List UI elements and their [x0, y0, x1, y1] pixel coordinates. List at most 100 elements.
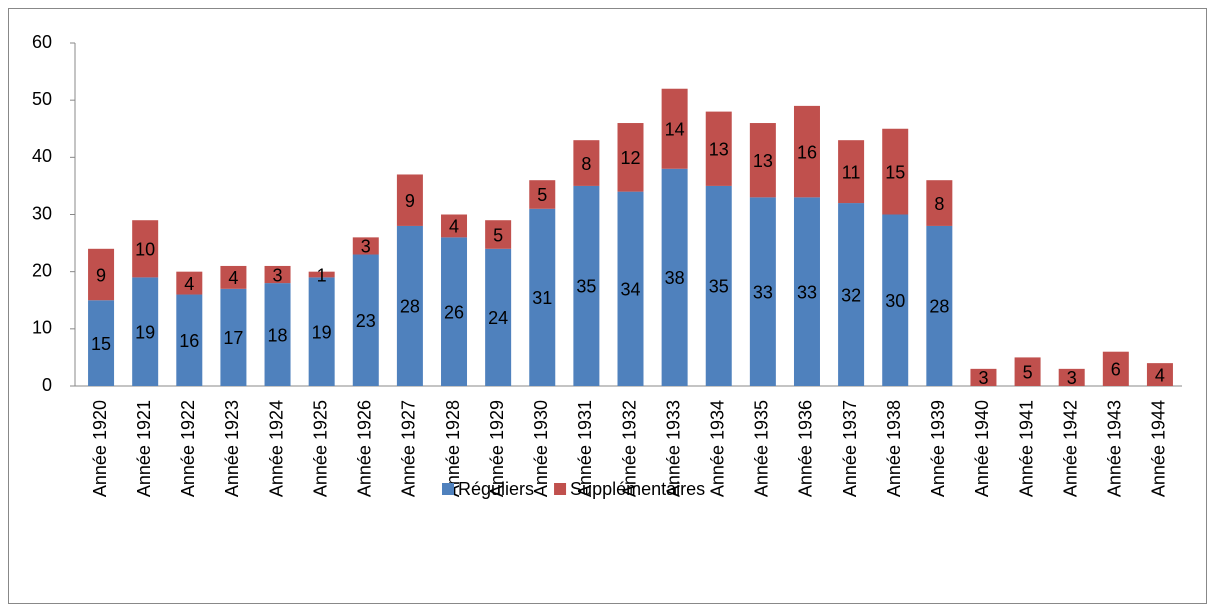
y-tick-label: 50: [32, 89, 52, 109]
data-label: 16: [179, 331, 199, 351]
x-tick-label: Année 1925: [310, 400, 330, 497]
data-label: 8: [934, 194, 944, 214]
bar-segment: [176, 271, 203, 295]
x-tick-label: Année 1930: [531, 400, 551, 497]
data-label: 19: [312, 322, 332, 342]
x-tick-label: Année 1944: [1149, 400, 1169, 497]
data-label: 35: [709, 277, 729, 297]
bar-segment: [882, 128, 909, 215]
bar-segment: [617, 191, 644, 386]
data-label: 8: [581, 154, 591, 174]
bar-segment: [485, 248, 512, 386]
bar-segment: [176, 294, 203, 386]
x-tick-label: Année 1941: [1016, 400, 1036, 497]
y-tick-label: 20: [32, 260, 52, 280]
data-label: 10: [135, 240, 155, 260]
data-label: 16: [797, 142, 817, 162]
bar-segment: [220, 265, 247, 289]
bar-segment: [838, 140, 865, 204]
x-tick-label: Année 1920: [90, 400, 110, 497]
bar-segment: [926, 180, 953, 226]
data-label: 33: [797, 282, 817, 302]
data-label: 6: [1111, 360, 1121, 380]
data-label: 15: [885, 162, 905, 182]
x-tick-label: Année 1935: [752, 400, 772, 497]
x-tick-label: Année 1929: [487, 400, 507, 497]
data-label: 28: [929, 297, 949, 317]
bar-segment: [308, 277, 335, 386]
data-label: 17: [223, 328, 243, 348]
y-tick-label: 30: [32, 203, 52, 223]
x-tick-label: Année 1922: [178, 400, 198, 497]
data-label: 28: [400, 297, 420, 317]
x-tick-label: Année 1921: [134, 400, 154, 497]
bar-segment: [1146, 363, 1173, 386]
x-tick-label: Année 1926: [355, 400, 375, 497]
x-tick-label: Année 1939: [928, 400, 948, 497]
data-label: 18: [268, 325, 288, 345]
bar-segment: [749, 123, 776, 198]
x-tick-label: Année 1936: [796, 400, 816, 497]
bar-segment: [882, 214, 909, 386]
bar-segment: [1058, 368, 1085, 386]
bar-segment: [1014, 357, 1041, 386]
data-label: 35: [576, 277, 596, 297]
bar-segment: [970, 368, 997, 386]
data-label: 13: [709, 140, 729, 160]
data-label: 5: [493, 225, 503, 245]
x-tick-label: Année 1938: [884, 400, 904, 497]
bar-segment: [926, 225, 953, 386]
bar-segment: [264, 265, 291, 284]
data-label: 15: [91, 334, 111, 354]
data-label: 30: [885, 291, 905, 311]
bar-segment: [705, 111, 732, 186]
chart-border: [8, 8, 1207, 604]
x-tick-label: Année 1933: [663, 400, 683, 497]
data-label: 34: [620, 280, 640, 300]
legend-label: Réguliers: [458, 479, 534, 499]
x-tick-label: Année 1923: [222, 400, 242, 497]
bar-segment: [88, 300, 115, 386]
bar-segment: [352, 254, 379, 386]
x-tick-label: Année 1927: [399, 400, 419, 497]
data-label: 5: [1023, 362, 1033, 382]
data-label: 9: [405, 191, 415, 211]
x-tick-label: Année 1932: [619, 400, 639, 497]
bar-segment: [352, 237, 379, 255]
bar-segment: [396, 225, 423, 386]
data-label: 19: [135, 322, 155, 342]
legend-swatch: [442, 483, 454, 495]
data-label: 5: [537, 185, 547, 205]
bar-segment: [441, 237, 468, 386]
legend-label: Supplémentaires: [570, 479, 705, 499]
x-tick-label: Année 1942: [1060, 400, 1080, 497]
bar-segment: [793, 105, 820, 198]
bar-segment: [573, 140, 600, 186]
x-tick-label: Année 1943: [1105, 400, 1125, 497]
bar-segment: [838, 203, 865, 386]
data-label: 12: [620, 148, 640, 168]
data-label: 3: [361, 237, 371, 257]
bar-segment: [441, 214, 468, 238]
bar-segment: [529, 208, 556, 386]
bar-segment: [793, 197, 820, 386]
bar-segment: [617, 123, 644, 192]
x-tick-label: Année 1924: [266, 400, 286, 497]
bar-segment: [220, 288, 247, 386]
data-label: 38: [665, 268, 685, 288]
data-label: 9: [96, 265, 106, 285]
y-tick-label: 40: [32, 146, 52, 166]
bar-segment: [573, 185, 600, 386]
bar-segment: [396, 174, 423, 226]
bar-segment: [132, 220, 159, 278]
data-label: 4: [228, 268, 238, 288]
data-label: 31: [532, 288, 552, 308]
data-label: 33: [753, 282, 773, 302]
data-label: 1: [317, 265, 327, 285]
bar-segment: [529, 180, 556, 209]
data-label: 4: [449, 217, 459, 237]
legend-swatch: [554, 483, 567, 495]
data-label: 13: [753, 151, 773, 171]
